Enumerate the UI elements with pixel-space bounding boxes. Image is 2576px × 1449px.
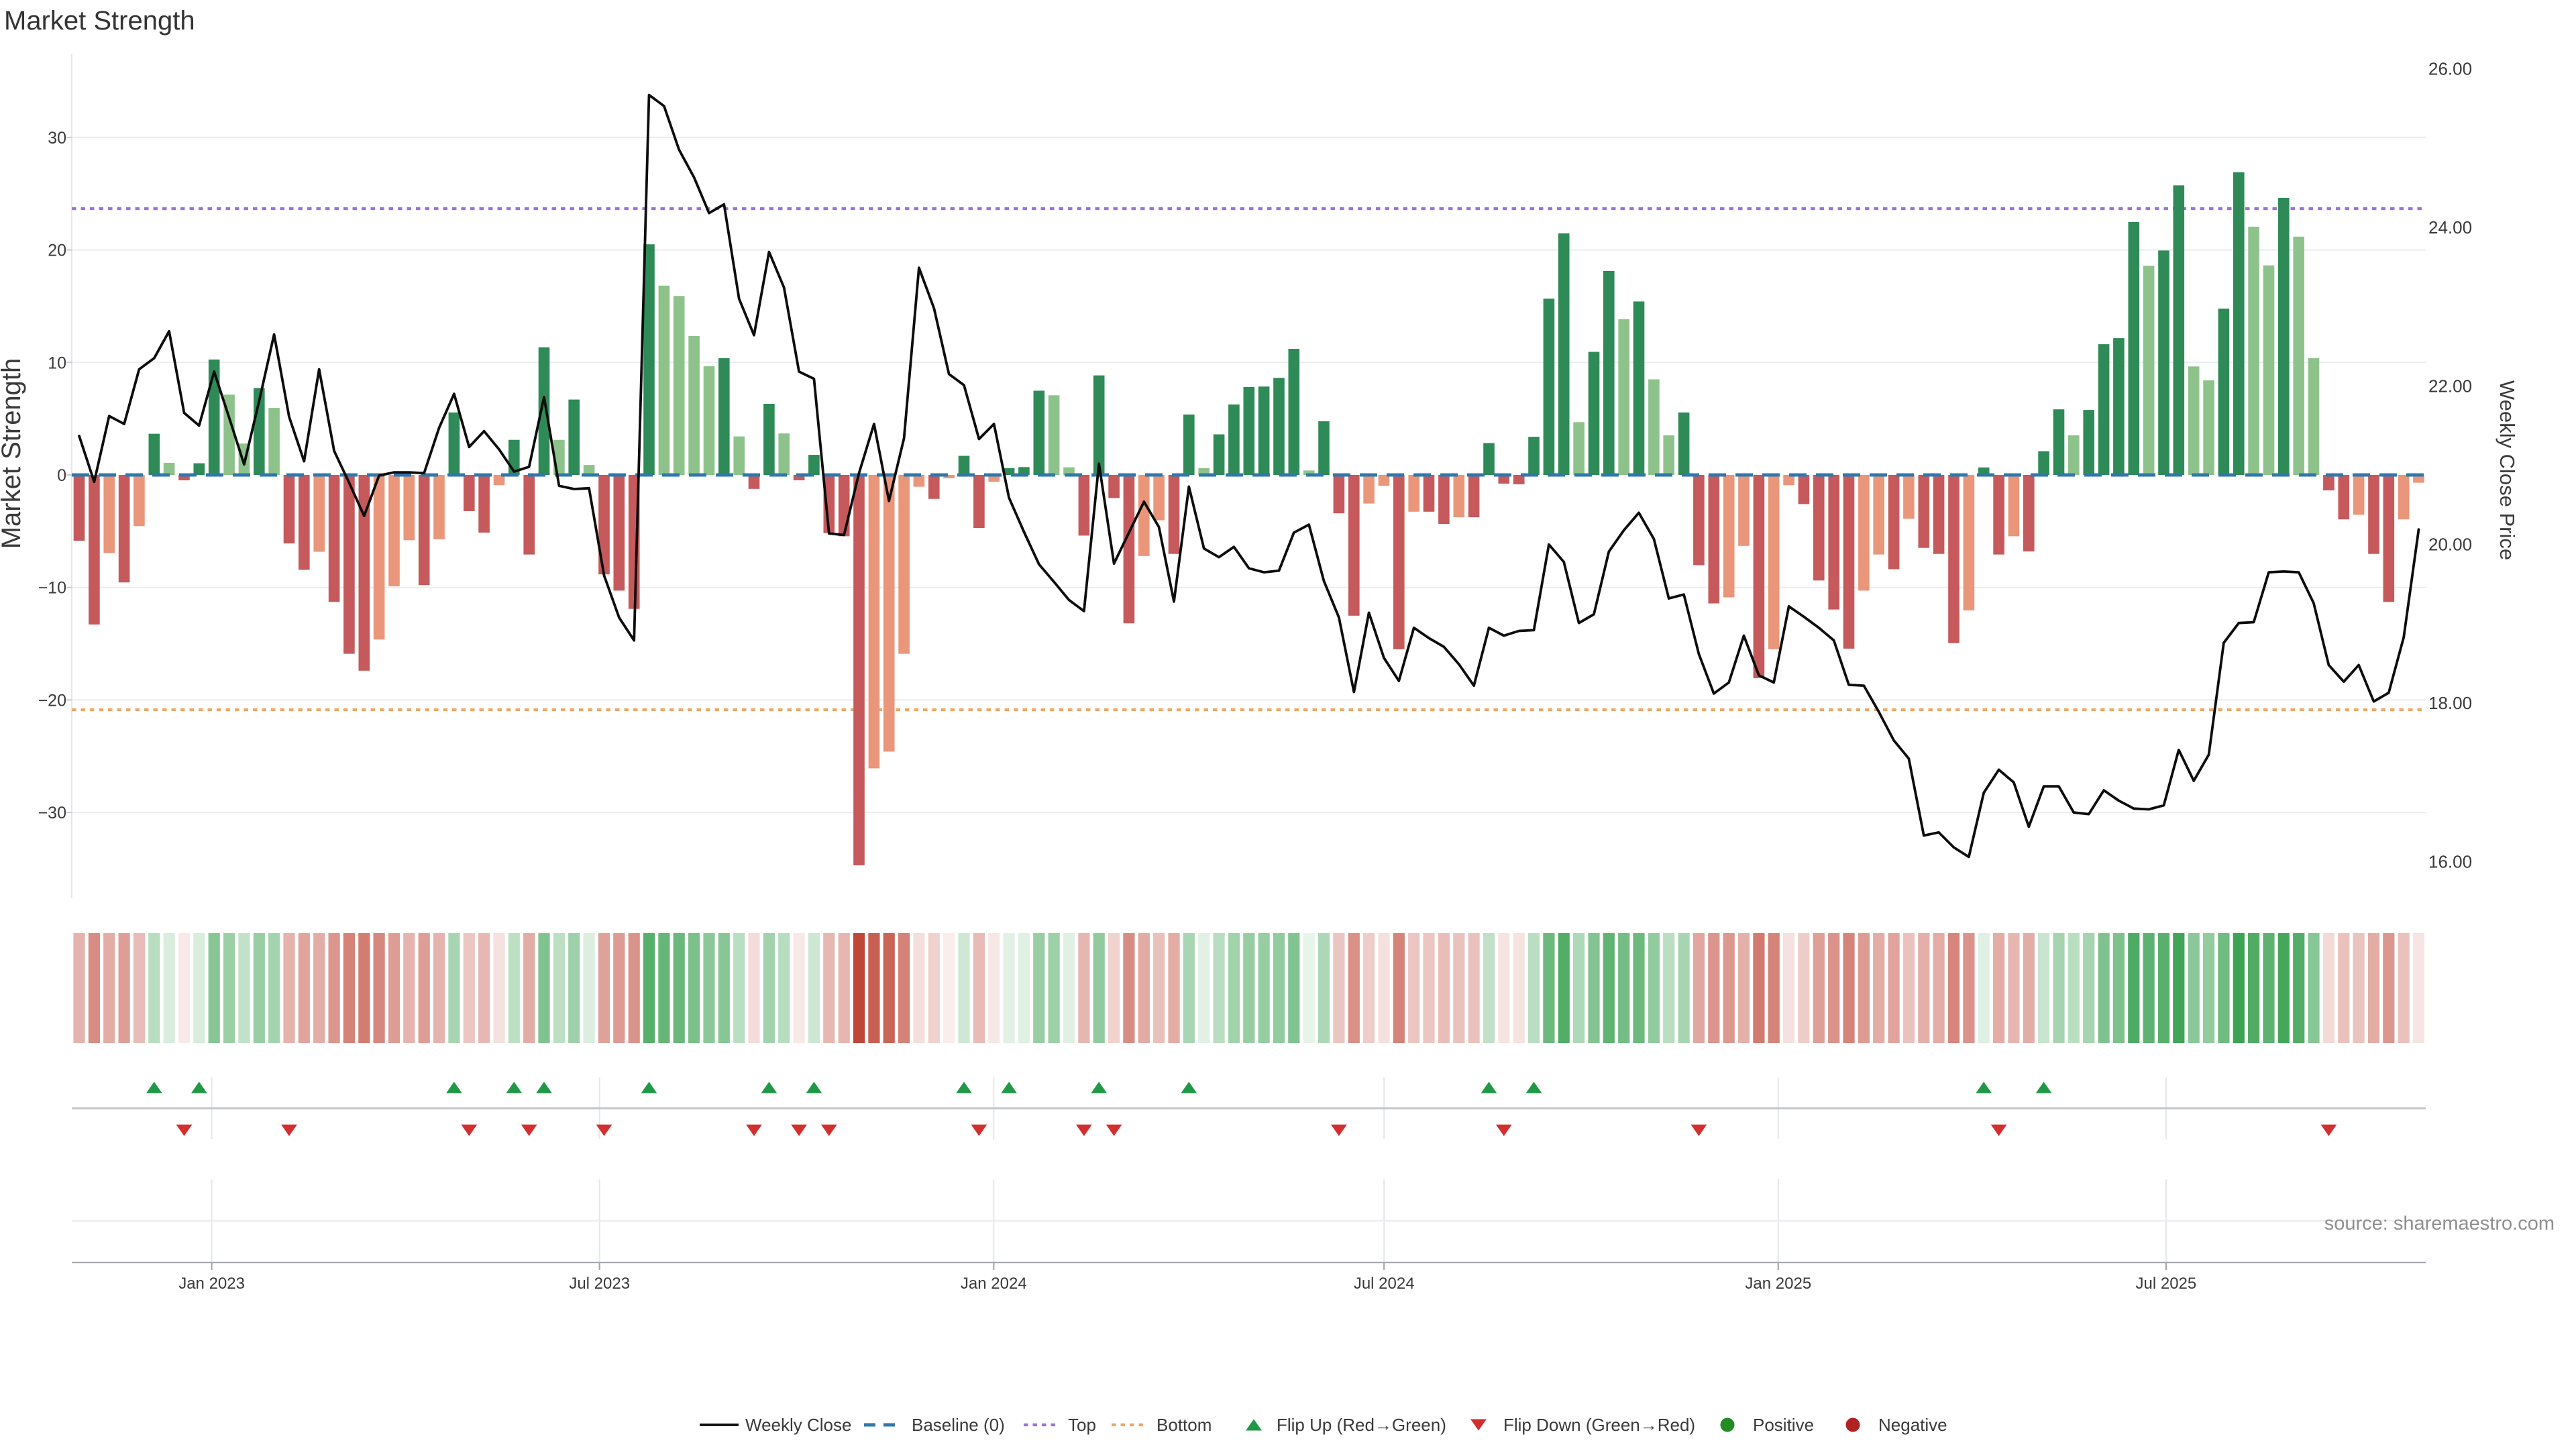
svg-text:16.00: 16.00 [2428, 852, 2472, 872]
svg-text:Baseline (0): Baseline (0) [912, 1415, 1005, 1435]
svg-text:−10: −10 [38, 579, 66, 598]
svg-text:Positive: Positive [1753, 1415, 1814, 1435]
svg-text:Jan 2024: Jan 2024 [961, 1275, 1027, 1293]
svg-text:20.00: 20.00 [2428, 535, 2472, 555]
svg-text:Weekly Close: Weekly Close [745, 1415, 851, 1435]
svg-text:0: 0 [57, 466, 66, 485]
svg-text:30: 30 [48, 129, 66, 148]
svg-text:20: 20 [48, 241, 66, 260]
svg-text:source: sharemaestro.com: source: sharemaestro.com [2324, 1213, 2555, 1234]
svg-text:Bottom: Bottom [1157, 1415, 1212, 1435]
svg-text:Weekly Close Price: Weekly Close Price [2496, 380, 2519, 560]
svg-text:Market Strength: Market Strength [0, 358, 26, 549]
svg-text:Market Strength: Market Strength [4, 6, 195, 36]
svg-text:Top: Top [1068, 1415, 1096, 1435]
svg-text:Jul 2025: Jul 2025 [2136, 1275, 2197, 1293]
svg-text:Flip Down (Green→Red): Flip Down (Green→Red) [1503, 1415, 1695, 1435]
svg-text:Flip Up (Red→Green): Flip Up (Red→Green) [1277, 1415, 1446, 1435]
svg-text:Jan 2023: Jan 2023 [178, 1275, 245, 1293]
svg-text:−20: −20 [38, 691, 66, 710]
svg-text:10: 10 [48, 354, 66, 372]
svg-text:−30: −30 [38, 804, 66, 822]
svg-text:Jul 2023: Jul 2023 [569, 1275, 630, 1293]
svg-text:24.00: 24.00 [2428, 217, 2472, 237]
svg-text:Negative: Negative [1878, 1415, 1947, 1435]
svg-text:18.00: 18.00 [2428, 693, 2472, 713]
svg-text:Jan 2025: Jan 2025 [1745, 1275, 1811, 1293]
svg-text:26.00: 26.00 [2428, 59, 2472, 79]
svg-text:22.00: 22.00 [2428, 376, 2472, 396]
svg-text:Jul 2024: Jul 2024 [1354, 1275, 1415, 1293]
